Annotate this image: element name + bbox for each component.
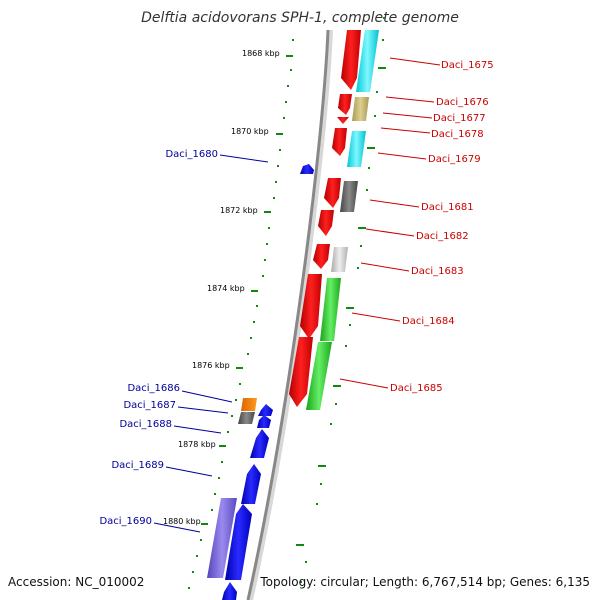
gene-blue-a[interactable] xyxy=(258,404,273,416)
scale-label-1868: 1868 kbp xyxy=(242,49,280,58)
scale-label-1876: 1876 kbp xyxy=(192,361,230,370)
accessory-genes-right xyxy=(306,30,379,410)
label-daci-1678[interactable]: Daci_1678 xyxy=(431,129,484,140)
gene-tan-1[interactable] xyxy=(352,97,369,121)
label-daci-1687[interactable]: Daci_1687 xyxy=(123,400,176,411)
left-leader-lines xyxy=(153,154,269,533)
gene-purple-1[interactable] xyxy=(207,498,237,578)
gene-green-1[interactable] xyxy=(320,278,341,341)
gene-daci-1680[interactable] xyxy=(300,164,314,174)
label-daci-1677[interactable]: Daci_1677 xyxy=(433,113,486,124)
gene-dgrey-1[interactable] xyxy=(340,181,358,212)
gene-cyan-2[interactable] xyxy=(347,131,366,167)
gene-blue-b[interactable] xyxy=(250,429,269,458)
gene-daci-1690[interactable] xyxy=(225,504,252,580)
gene-daci-1684[interactable] xyxy=(300,274,322,339)
right-gene-labels: Daci_1675 Daci_1676 Daci_1677 Daci_1678 … xyxy=(390,60,494,394)
scale-ruler xyxy=(188,39,294,589)
gene-daci-1675[interactable] xyxy=(341,30,361,90)
gene-daci-1678[interactable] xyxy=(332,128,347,156)
scale-label-1872: 1872 kbp xyxy=(220,206,258,215)
genome-summary: Topology: circular; Length: 6,767,514 bp… xyxy=(259,575,590,589)
genome-backbone xyxy=(246,29,330,600)
gene-daci-1677[interactable] xyxy=(337,117,349,124)
right-leader-lines xyxy=(339,57,441,389)
left-gene-labels: Daci_1680 Daci_1686 Daci_1687 Daci_1688 … xyxy=(99,149,218,527)
gene-green-2[interactable] xyxy=(306,342,332,410)
reverse-strand-genes xyxy=(207,164,314,600)
gene-cyan-1[interactable] xyxy=(356,30,379,92)
scale-label-1880: 1880 kbp xyxy=(163,517,201,526)
label-daci-1682[interactable]: Daci_1682 xyxy=(416,231,469,242)
gene-lgrey-1[interactable] xyxy=(331,247,348,272)
label-daci-1683[interactable]: Daci_1683 xyxy=(411,266,464,277)
label-daci-1686[interactable]: Daci_1686 xyxy=(127,383,180,394)
accession-label: Accession: NC_010002 xyxy=(8,575,144,589)
gene-blue-c[interactable] xyxy=(222,582,237,600)
label-daci-1676[interactable]: Daci_1676 xyxy=(436,97,489,108)
label-daci-1681[interactable]: Daci_1681 xyxy=(421,202,474,213)
label-daci-1690[interactable]: Daci_1690 xyxy=(99,516,152,527)
gene-daci-1681[interactable] xyxy=(324,178,341,208)
label-daci-1675[interactable]: Daci_1675 xyxy=(441,60,494,71)
gene-daci-1683[interactable] xyxy=(313,244,330,269)
gene-daci-1686[interactable] xyxy=(241,398,257,411)
label-daci-1684[interactable]: Daci_1684 xyxy=(402,316,455,327)
label-daci-1679[interactable]: Daci_1679 xyxy=(428,154,481,165)
forward-strand-genes xyxy=(289,30,361,407)
genome-title: Delftia acidovorans SPH-1, complete geno… xyxy=(141,10,459,26)
label-daci-1680[interactable]: Daci_1680 xyxy=(165,149,218,160)
label-daci-1685[interactable]: Daci_1685 xyxy=(390,383,443,394)
scale-label-1878: 1878 kbp xyxy=(178,440,216,449)
label-daci-1689[interactable]: Daci_1689 xyxy=(111,460,164,471)
label-daci-1688[interactable]: Daci_1688 xyxy=(119,419,172,430)
gene-daci-1689[interactable] xyxy=(241,464,261,504)
gene-daci-1685[interactable] xyxy=(289,337,313,407)
right-ruler xyxy=(296,17,386,583)
gene-daci-1687[interactable] xyxy=(238,412,255,424)
gene-daci-1688[interactable] xyxy=(257,415,271,428)
scale-label-1870: 1870 kbp xyxy=(231,127,269,136)
scale-label-1874: 1874 kbp xyxy=(207,284,245,293)
genome-backbone-shadow xyxy=(247,29,333,600)
gene-daci-1682[interactable] xyxy=(318,210,334,236)
gene-daci-1676[interactable] xyxy=(338,94,352,115)
